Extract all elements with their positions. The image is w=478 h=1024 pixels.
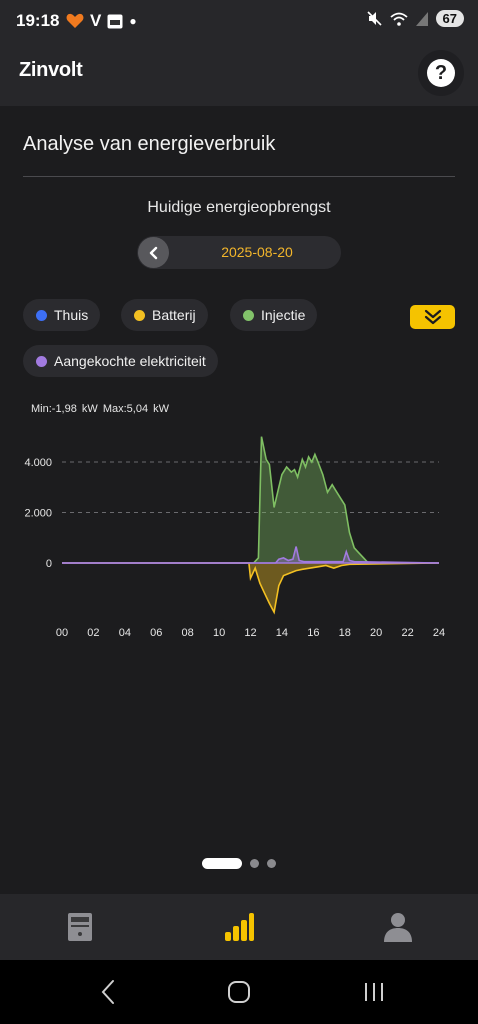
system-back-button[interactable] [88,976,128,1008]
legend-chip-injectie[interactable]: Injectie [230,299,318,331]
heart-icon [66,13,84,28]
status-right-icons: 67 [366,10,464,27]
legend-chip-batterij[interactable]: Batterij [121,299,208,331]
legend-chip-thuis[interactable]: Thuis [23,299,101,331]
back-icon [101,980,114,1004]
calendar-icon [107,14,123,28]
x-tick-label: 02 [87,627,99,639]
home-icon [228,981,250,1003]
series-line-batterij [62,562,440,615]
nav-item-analyse[interactable] [214,902,264,952]
min-max-label: Min:-1,98 kW Max:5,04 kW [31,403,170,415]
divider [23,176,455,177]
recents-icon [365,983,383,1001]
legend-dot [134,309,145,321]
mute-icon [366,11,382,26]
system-home-button[interactable] [219,976,259,1008]
expand-button[interactable] [410,305,455,329]
double-chevron-down-icon [424,309,441,325]
series-line-aangekochte-elektriciteit [62,546,440,564]
x-tick-label: 22 [401,627,413,639]
x-tick-label: 06 [150,627,162,639]
legend-dot [36,309,47,321]
legend-label: Injectie [261,307,306,323]
legend-label: Thuis [54,307,89,323]
x-tick-label: 04 [119,627,131,639]
legend-chip-aangekochte-elektriciteit[interactable]: Aangekochte elektriciteit [23,345,218,377]
x-tick-label: 14 [276,627,288,639]
wifi-icon [389,12,408,26]
series-area-batterij [62,563,439,613]
page-dot[interactable] [250,859,259,868]
series-area-injectie [62,436,439,563]
system-recents-button[interactable] [354,976,394,1008]
selected-date: 2025-08-20 [221,244,293,260]
bottom-navigation [0,894,478,960]
nav-item-profile[interactable] [373,902,423,952]
page-title: Analyse van energieverbruik [23,133,276,155]
x-tick-label: 18 [339,627,351,639]
meter-icon [68,913,92,941]
x-tick-label: 16 [307,627,319,639]
nav-item-dashboard[interactable] [55,902,105,952]
legend-dot [243,309,254,321]
series-line-injectie [62,436,439,564]
page-dot-active[interactable] [202,858,242,869]
app-title: Zinvolt [19,59,83,81]
status-bar: 19:18 V ● 67 [0,0,478,42]
legend-label: Aangekochte elektriciteit [54,353,206,369]
x-tick-label: 12 [244,627,256,639]
y-tick-label: 2.000 [24,508,52,520]
x-tick-label: 24 [433,627,445,639]
legend-label: Batterij [152,307,196,323]
x-tick-label: 20 [370,627,382,639]
y-tick-label: 0 [46,558,52,570]
status-time: 19:18 [16,11,60,30]
previous-date-button[interactable] [138,237,169,268]
signal-icon [415,11,428,26]
user-icon [384,913,412,942]
system-navigation-bar [0,960,478,1024]
legend-dot [36,355,47,367]
section-subtitle: Huidige energieopbrengst [147,199,331,216]
status-left-icons: V ● [66,11,137,31]
x-tick-label: 08 [182,627,194,639]
date-selector[interactable]: 2025-08-20 [137,236,341,269]
x-tick-label: 10 [213,627,225,639]
chevron-left-icon [149,246,157,259]
x-tick-label: 00 [56,627,68,639]
app-header: Zinvolt ? [0,42,478,106]
page-dot[interactable] [267,859,276,868]
bar-chart-icon [225,913,254,941]
energy-chart: 4.000 2.000 0 00 02 04 06 08 10 12 14 16 18 20 22 24 [24,436,445,639]
y-tick-label: 4.000 [24,457,52,469]
dot-icon: ● [129,14,137,28]
help-icon: ? [427,59,455,87]
series-area-aangekochte-elektriciteit [62,546,439,563]
v-app-icon: V [90,11,102,30]
battery-indicator: 67 [435,10,464,27]
help-button[interactable]: ? [418,50,464,96]
page-indicator [202,858,276,869]
